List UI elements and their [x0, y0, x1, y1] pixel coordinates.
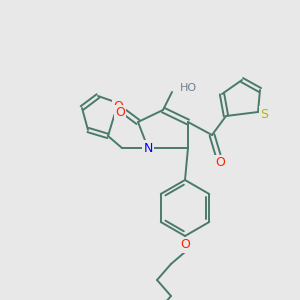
- Text: HO: HO: [180, 83, 197, 93]
- Text: O: O: [180, 238, 190, 251]
- Text: O: O: [113, 100, 123, 112]
- Text: S: S: [260, 107, 268, 121]
- Text: O: O: [215, 157, 225, 169]
- Text: N: N: [143, 142, 153, 154]
- Text: O: O: [115, 106, 125, 119]
